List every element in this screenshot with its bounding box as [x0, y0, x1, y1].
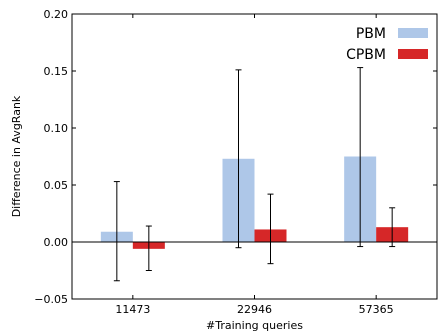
y-axis-label: Difference in AvgRank — [10, 95, 23, 217]
y-tick-label: 0.00 — [44, 236, 69, 249]
y-axis: −0.05 0.00 0.05 0.10 0.15 0.20 — [34, 8, 437, 306]
error-bars-layer — [113, 67, 396, 282]
y-tick-label: 0.05 — [44, 179, 69, 192]
x-tick-label: 57365 — [359, 303, 394, 316]
x-tick-label: 22946 — [237, 303, 272, 316]
y-tick-label: −0.05 — [34, 293, 68, 306]
legend-swatch-pbm — [398, 28, 428, 38]
x-axis-label: #Training queries — [206, 319, 303, 331]
y-tick-label: 0.20 — [44, 8, 69, 21]
y-tick-label: 0.10 — [44, 122, 69, 135]
legend-swatch-cpbm — [398, 49, 428, 59]
x-axis: 11473 22946 57365 — [115, 14, 394, 316]
y-tick-label: 0.15 — [44, 65, 69, 78]
legend: PBM CPBM — [346, 26, 428, 63]
x-tick-label: 11473 — [115, 303, 150, 316]
bars-layer — [100, 156, 409, 249]
legend-label-cpbm: CPBM — [346, 47, 386, 63]
legend-label-pbm: PBM — [356, 26, 386, 42]
